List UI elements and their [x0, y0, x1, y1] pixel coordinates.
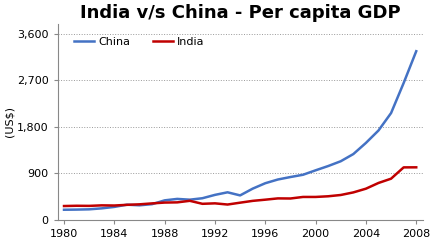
China [262, 182, 267, 185]
China [413, 50, 418, 53]
Line: India: India [64, 167, 415, 206]
India [375, 182, 380, 184]
India [287, 197, 293, 200]
India [187, 199, 192, 202]
China [400, 82, 405, 85]
China [199, 197, 204, 200]
China [149, 203, 155, 206]
China [325, 165, 330, 167]
India [262, 198, 267, 201]
China [388, 112, 393, 114]
China [212, 193, 217, 196]
China [112, 205, 117, 208]
China [375, 129, 380, 132]
India [224, 203, 230, 206]
China [300, 173, 305, 176]
India [350, 191, 355, 194]
India [275, 197, 280, 200]
India [212, 202, 217, 205]
China [250, 187, 255, 190]
India [74, 204, 79, 207]
India [337, 193, 342, 196]
China [137, 204, 142, 207]
India [250, 200, 255, 202]
China [237, 194, 242, 197]
India [237, 201, 242, 204]
China [275, 178, 280, 181]
China [124, 203, 129, 206]
China [362, 141, 368, 144]
India [149, 202, 155, 205]
India [61, 205, 66, 208]
India [199, 202, 204, 205]
India [112, 204, 117, 207]
China [312, 169, 318, 172]
China [337, 160, 342, 163]
India [137, 203, 142, 206]
India [362, 187, 368, 190]
China [350, 153, 355, 156]
India [413, 166, 418, 169]
India [325, 195, 330, 198]
China [99, 207, 104, 210]
China [74, 208, 79, 211]
China [174, 198, 179, 200]
Y-axis label: (US$): (US$) [4, 106, 14, 137]
India [174, 201, 179, 204]
China [187, 198, 192, 201]
India [312, 195, 318, 198]
India [161, 201, 167, 204]
India [86, 204, 92, 207]
India [300, 195, 305, 198]
China [61, 208, 66, 211]
China [86, 208, 92, 211]
India [388, 177, 393, 180]
Title: India v/s China - Per capita GDP: India v/s China - Per capita GDP [79, 4, 400, 22]
China [161, 199, 167, 202]
China [224, 191, 230, 194]
India [400, 166, 405, 169]
Line: China: China [64, 51, 415, 210]
India [99, 204, 104, 207]
Legend: China, India: China, India [70, 33, 207, 50]
China [287, 176, 293, 179]
India [124, 203, 129, 206]
